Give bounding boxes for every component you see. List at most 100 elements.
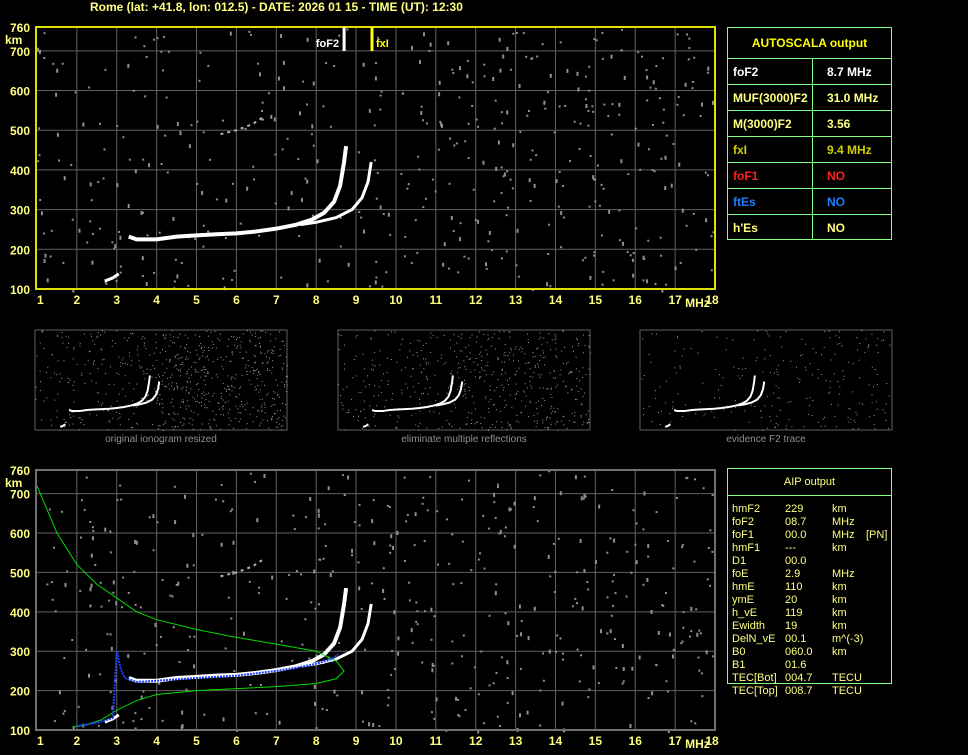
- noise-dot: [297, 158, 300, 161]
- noise-dot: [162, 349, 164, 351]
- noise-dot: [306, 283, 309, 288]
- noise-dot: [448, 422, 450, 424]
- noise-dot: [182, 402, 184, 404]
- noise-dot: [531, 149, 534, 152]
- noise-dot: [642, 279, 645, 282]
- noise-dot: [575, 398, 577, 400]
- noise-dot: [667, 539, 670, 542]
- noise-dot: [357, 151, 360, 154]
- noise-dot: [246, 330, 248, 332]
- noise-dot: [372, 364, 374, 366]
- x-tick-label: 9: [353, 734, 360, 748]
- noise-dot: [362, 720, 365, 723]
- noise-dot: [71, 218, 74, 221]
- noise-dot: [162, 335, 164, 337]
- noise-dot: [202, 351, 204, 353]
- noise-dot: [518, 84, 521, 89]
- noise-dot: [339, 245, 342, 248]
- aip-key: h_vE: [732, 607, 758, 619]
- noise-dot: [222, 399, 224, 401]
- noise-dot: [291, 659, 294, 662]
- thumb-original: [34, 329, 288, 431]
- noise-dot: [583, 334, 585, 336]
- noise-dot: [732, 339, 734, 341]
- noise-dot: [519, 346, 521, 348]
- noise-dot: [422, 393, 424, 395]
- noise-dot: [588, 345, 590, 347]
- noise-dot: [790, 400, 792, 402]
- noise-dot: [246, 423, 248, 425]
- noise-dot: [512, 354, 514, 356]
- x-tick-label: 17: [668, 293, 682, 307]
- noise-dot: [730, 411, 732, 413]
- noise-dot: [877, 338, 879, 340]
- noise-dot: [427, 393, 429, 395]
- noise-dot: [483, 333, 485, 335]
- noise-dot: [856, 414, 858, 416]
- noise-dot: [859, 402, 861, 404]
- y-tick-label: 100: [10, 724, 30, 738]
- noise-dot: [273, 350, 275, 352]
- noise-dot: [688, 37, 691, 40]
- noise-dot: [455, 142, 458, 145]
- noise-dot: [418, 60, 421, 65]
- noise-dot: [382, 588, 385, 593]
- noise-dot: [181, 401, 183, 403]
- noise-dot: [325, 708, 328, 711]
- noise-dot: [509, 394, 511, 396]
- noise-dot: [254, 386, 256, 388]
- noise-dot: [43, 232, 46, 235]
- noise-dot: [483, 380, 485, 382]
- noise-dot: [142, 158, 145, 161]
- noise-dot: [621, 28, 624, 31]
- autoscala-row-hes: h'Es NO: [728, 214, 891, 240]
- noise-dot: [39, 199, 42, 202]
- aip-value: 20: [785, 594, 798, 606]
- noise-dot: [137, 354, 139, 356]
- noise-dot: [533, 496, 536, 501]
- noise-dot: [485, 396, 487, 398]
- noise-dot: [231, 376, 233, 378]
- noise-dot: [122, 357, 124, 359]
- noise-dot: [190, 388, 192, 390]
- noise-dot: [559, 491, 562, 496]
- noise-dot: [84, 364, 86, 366]
- noise-dot: [581, 259, 584, 262]
- noise-dot: [195, 370, 197, 372]
- noise-dot: [487, 334, 489, 336]
- noise-dot: [267, 367, 269, 369]
- noise-dot: [534, 366, 536, 368]
- aip-key: TEC[Top]: [732, 685, 778, 697]
- noise-dot: [755, 359, 757, 361]
- noise-dot: [588, 346, 590, 348]
- x-tick-label: 4: [153, 734, 160, 748]
- noise-dot: [127, 654, 130, 659]
- noise-dot: [260, 422, 262, 424]
- noise-dot: [271, 416, 273, 418]
- noise-dot: [591, 105, 594, 108]
- noise-dot: [480, 650, 483, 653]
- aip-extra: [PN]: [866, 529, 888, 541]
- noise-dot: [530, 385, 532, 387]
- noise-dot: [317, 527, 320, 530]
- noise-dot: [413, 544, 416, 547]
- noise-dot: [373, 415, 375, 417]
- noise-dot: [588, 65, 591, 68]
- noise-dot: [585, 75, 588, 78]
- noise-dot: [68, 382, 70, 384]
- aip-value: 08.7: [785, 516, 807, 528]
- y-tick-label: 600: [10, 527, 30, 541]
- noise-dot: [573, 421, 575, 423]
- noise-dot: [227, 385, 229, 387]
- noise-dot: [480, 351, 482, 353]
- noise-dot: [348, 411, 350, 413]
- noise-dot: [255, 332, 257, 334]
- noise-dot: [562, 658, 565, 661]
- noise-dot: [155, 644, 158, 647]
- noise-dot: [554, 570, 557, 573]
- noise-dot: [883, 339, 885, 341]
- noise-dot: [152, 424, 154, 426]
- noise-dot: [790, 360, 792, 362]
- noise-dot: [254, 712, 257, 715]
- noise-dot: [131, 359, 133, 361]
